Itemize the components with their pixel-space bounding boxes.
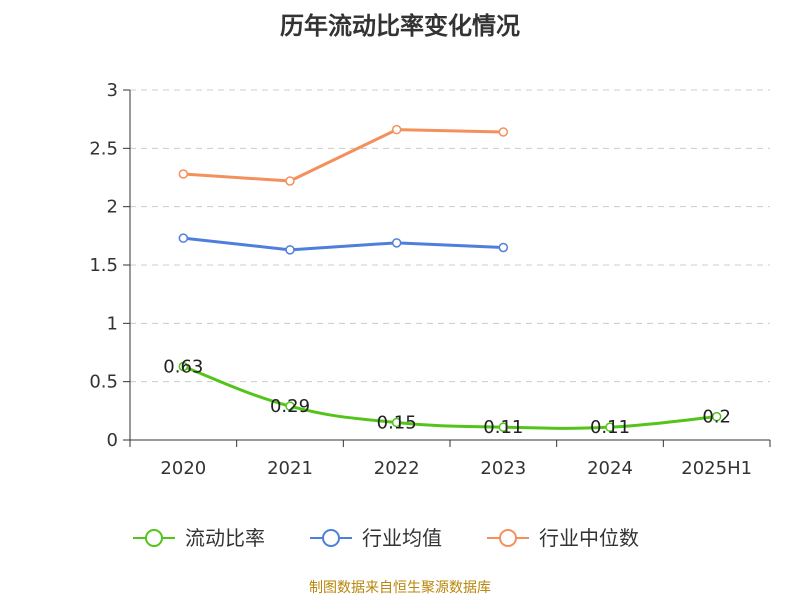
data-point — [285, 176, 295, 186]
data-point — [285, 401, 295, 411]
x-tick-label: 2020 — [160, 458, 206, 479]
source-note: 制图数据来自恒生聚源数据库 — [309, 580, 491, 596]
data-point — [391, 238, 402, 248]
legend-label: 行业均值 — [362, 526, 442, 550]
x-tick-label: 2025H1 — [681, 458, 752, 479]
legend-marker — [499, 529, 517, 547]
data-point — [178, 233, 189, 243]
y-tick-label: 1 — [107, 313, 118, 334]
chart-title: 历年流动比率变化情况 — [280, 12, 520, 40]
legend-label: 流动比率 — [185, 526, 265, 550]
series-line — [183, 236, 504, 252]
data-label: 0.11 — [590, 417, 630, 438]
x-tick-label: 2024 — [587, 458, 633, 479]
data-point — [178, 361, 189, 372]
data-label: 0.15 — [377, 413, 417, 434]
x-tick-label: 2022 — [374, 458, 420, 479]
y-tick-label: 0 — [107, 430, 118, 451]
y-tick-label: 1.5 — [89, 255, 118, 276]
data-point — [605, 422, 615, 432]
data-point — [178, 169, 189, 179]
data-point — [391, 124, 402, 135]
data-label: 0.29 — [270, 396, 310, 417]
y-tick-label: 0.5 — [89, 372, 118, 393]
series-line — [183, 128, 504, 183]
data-point — [498, 422, 509, 432]
y-tick-label: 3 — [107, 80, 118, 101]
data-label: 0.11 — [483, 417, 523, 438]
data-label: 0.63 — [163, 357, 203, 378]
legend-marker — [322, 529, 340, 547]
series-line — [182, 365, 717, 430]
legend-marker — [145, 529, 163, 547]
y-tick-label: 2.5 — [89, 138, 118, 159]
data-label: 0.2 — [702, 407, 731, 428]
data-point — [285, 245, 295, 255]
data-point — [498, 127, 509, 137]
data-point — [391, 417, 402, 428]
x-tick-label: 2021 — [267, 458, 313, 479]
y-tick-label: 2 — [107, 197, 118, 218]
legend-label: 行业中位数 — [539, 526, 639, 550]
data-point — [498, 242, 509, 253]
data-point — [711, 411, 722, 422]
x-tick-label: 2023 — [480, 458, 526, 479]
